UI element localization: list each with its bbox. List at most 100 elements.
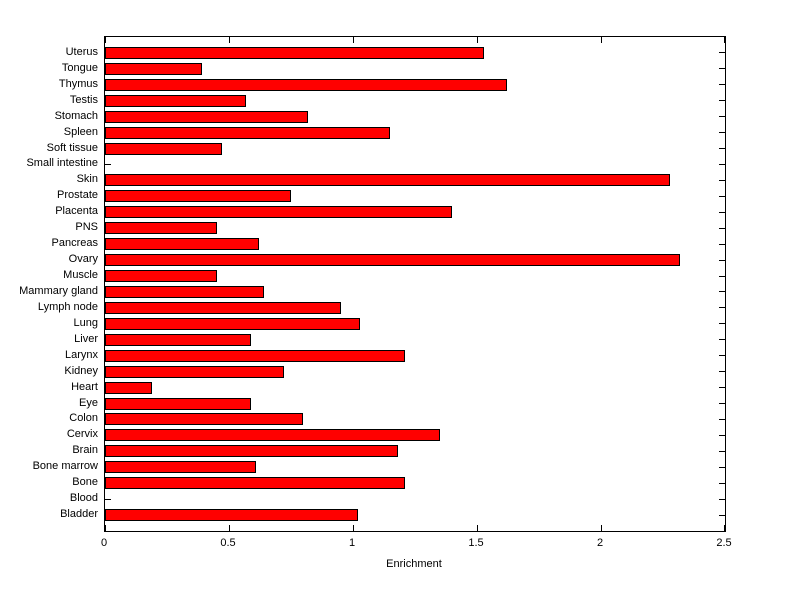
y-tick-label-tongue: Tongue (61, 61, 98, 74)
x-axis-title: Enrichment (386, 558, 442, 570)
y-tick-label-eye: Eye (79, 396, 98, 409)
x-tick-mark (724, 37, 725, 43)
y-tick-label-pns: PNS (75, 221, 98, 234)
y-tick-label-bladder: Bladder (60, 508, 98, 521)
y-tick-mark (719, 243, 725, 245)
y-tick-mark (719, 211, 725, 213)
y-tick-label-heart: Heart (71, 380, 98, 393)
y-tick-label-stomach: Stomach (54, 109, 98, 122)
x-tick-mark (228, 37, 230, 43)
bar-larynx (105, 349, 406, 362)
y-tick-mark (719, 291, 725, 293)
y-tick-label-pancreas: Pancreas (51, 237, 98, 250)
x-tick-mark (476, 525, 478, 531)
x-axis-tick-labels: 0 0.5 1 1.5 2 2.5 (100, 537, 732, 551)
bar-colon (105, 413, 304, 426)
y-tick-mark (719, 307, 725, 309)
y-tick-mark (719, 387, 725, 389)
y-tick-mark (719, 339, 725, 341)
bar-skin (105, 174, 671, 187)
y-tick-label-kidney: Kidney (64, 364, 98, 377)
bar-testis (105, 94, 247, 107)
bar-bone (105, 477, 406, 490)
x-tick-mark (476, 37, 478, 43)
bar-cervix (105, 429, 440, 442)
y-tick-mark (719, 163, 725, 165)
y-tick-mark (719, 179, 725, 181)
bar-liver (105, 333, 252, 346)
x-tick-label-0: 0 (100, 537, 108, 549)
y-tick-label-brain: Brain (72, 444, 98, 457)
y-tick-mark (719, 68, 725, 70)
y-tick-label-bone: Bone (72, 476, 98, 489)
y-tick-mark (719, 195, 725, 197)
x-tick-mark (600, 525, 602, 531)
bar-heart (105, 381, 153, 394)
y-tick-label-blood: Blood (69, 492, 98, 505)
y-tick-mark (105, 498, 111, 500)
bar-eye (105, 397, 252, 410)
bar-pns (105, 222, 217, 235)
bar-soft-tissue (105, 142, 222, 155)
x-tick-label-0.5: 0.5 (220, 537, 236, 549)
y-tick-mark (719, 323, 725, 325)
y-tick-label-muscle: Muscle (63, 269, 98, 282)
y-tick-mark (719, 450, 725, 452)
y-tick-mark (719, 132, 725, 134)
y-tick-mark (719, 116, 725, 118)
y-tick-mark (719, 403, 725, 405)
x-tick-mark (724, 525, 725, 531)
x-tick-label-2.5: 2.5 (716, 537, 732, 549)
y-tick-mark (719, 52, 725, 54)
y-tick-mark (719, 482, 725, 484)
x-tick-mark (600, 37, 602, 43)
bar-placenta (105, 206, 453, 219)
bar-brain (105, 445, 398, 458)
x-tick-mark (352, 525, 354, 531)
x-tick-mark (105, 525, 106, 531)
bar-tongue (105, 62, 202, 75)
x-tick-label-1.5: 1.5 (468, 537, 484, 549)
bar-kidney (105, 365, 284, 378)
y-tick-label-small-intestine: Small intestine (26, 157, 98, 170)
y-tick-label-spleen: Spleen (63, 125, 98, 138)
bar-lymph-node (105, 301, 341, 314)
bar-ovary (105, 254, 681, 267)
bar-pancreas (105, 238, 259, 251)
y-tick-mark (719, 514, 725, 516)
y-tick-label-cervix: Cervix (66, 428, 98, 441)
bar-spleen (105, 126, 391, 139)
bar-lung (105, 317, 361, 330)
y-tick-mark (719, 84, 725, 86)
bar-uterus (105, 46, 485, 59)
y-tick-label-prostate: Prostate (57, 189, 98, 202)
plot-area (104, 36, 726, 532)
y-tick-label-thymus: Thymus (58, 77, 98, 90)
y-tick-label-uterus: Uterus (65, 45, 98, 58)
bar-mammary-gland (105, 285, 264, 298)
y-tick-mark (719, 466, 725, 468)
y-tick-mark (719, 434, 725, 436)
y-tick-label-colon: Colon (69, 412, 98, 425)
y-tick-label-placenta: Placenta (55, 205, 98, 218)
x-tick-label-2: 2 (596, 537, 604, 549)
y-tick-label-ovary: Ovary (68, 253, 98, 266)
bar-muscle (105, 270, 217, 283)
y-tick-mark (719, 371, 725, 373)
bar-stomach (105, 110, 309, 123)
y-tick-mark (105, 163, 111, 165)
y-tick-label-lymph-node: Lymph node (37, 300, 98, 313)
y-tick-mark (719, 148, 725, 150)
y-tick-mark (719, 498, 725, 500)
y-tick-mark (719, 355, 725, 357)
y-tick-mark (719, 100, 725, 102)
y-tick-label-larynx: Larynx (64, 348, 98, 361)
x-tick-mark (352, 37, 354, 43)
y-tick-mark (719, 259, 725, 261)
y-axis-tick-labels: Uterus Tongue Thymus Testis Stomach Spleen Sof… (0, 36, 98, 530)
x-tick-label-1: 1 (348, 537, 356, 549)
y-tick-label-skin: Skin (76, 173, 98, 186)
bar-bladder (105, 509, 358, 522)
y-tick-label-liver: Liver (74, 332, 98, 345)
